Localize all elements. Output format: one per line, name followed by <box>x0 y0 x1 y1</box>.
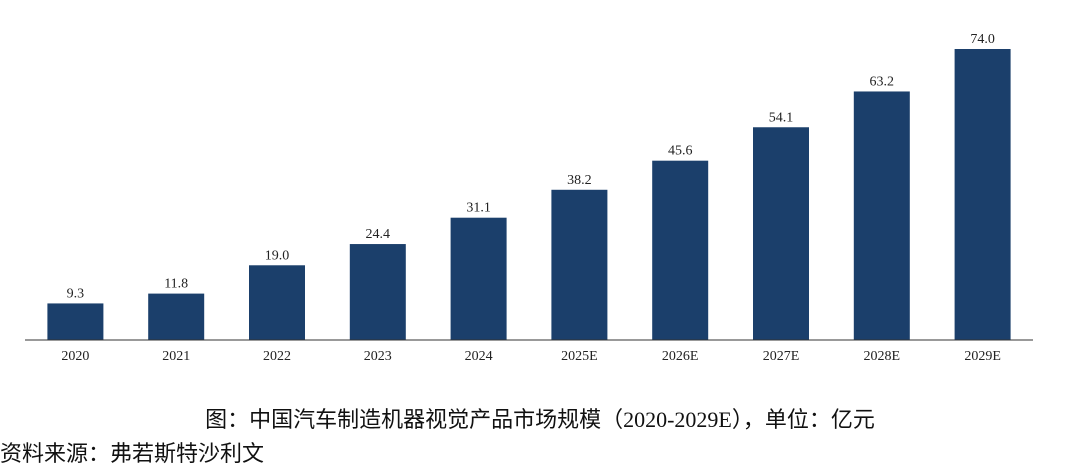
bar-chart: 9.311.819.024.431.138.245.654.163.274.0 … <box>25 32 1033 364</box>
value-label-2027E: 54.1 <box>769 110 794 125</box>
bar-2028E <box>853 91 910 340</box>
bar-2025E <box>551 189 608 340</box>
bars-group <box>47 49 1011 340</box>
figure-caption: 图：中国汽车制造机器视觉产品市场规模（2020-2029E），单位：亿元 <box>205 407 875 432</box>
bar-2022 <box>249 265 305 340</box>
x-tick-label-2026E: 2026E <box>662 349 699 364</box>
x-tick-label-2020: 2020 <box>61 349 89 364</box>
bar-2024 <box>450 217 507 340</box>
x-tick-label-2021: 2021 <box>162 349 190 364</box>
value-label-2024: 31.1 <box>466 201 491 216</box>
x-tick-label-2024: 2024 <box>465 349 493 364</box>
value-label-2025E: 38.2 <box>567 173 592 188</box>
x-tick-labels-group: 2020 2021 2022 2023 2024 2025E 2026E 2027E 2028E… <box>61 349 1000 364</box>
value-label-2020: 9.3 <box>67 286 85 301</box>
value-label-2028E: 63.2 <box>870 74 895 89</box>
bar-2021 <box>148 293 205 340</box>
value-label-2023: 24.4 <box>366 227 391 242</box>
value-label-2026E: 45.6 <box>668 144 693 159</box>
x-tick-label-2029E: 2029E <box>964 349 1001 364</box>
value-label-2029E: 74.0 <box>970 32 995 47</box>
source-note: 资料来源：弗若斯特沙利文 <box>0 441 265 466</box>
value-label-2022: 19.0 <box>265 248 290 263</box>
bar-2020 <box>47 303 104 340</box>
x-tick-label-2023: 2023 <box>364 349 392 364</box>
x-tick-label-2025E: 2025E <box>561 349 598 364</box>
x-tick-label-2027E: 2027E <box>763 349 800 364</box>
x-tick-label-2028E: 2028E <box>864 349 901 364</box>
x-tick-label-2022: 2022 <box>263 349 291 364</box>
bar-2029E <box>954 49 1011 340</box>
chart-area: 9.3 11.8 19.0 24.4 31.1 38.2 45.6 54.1 63.2 74.0 … <box>25 32 1033 364</box>
bar-2023 <box>349 244 406 340</box>
value-labels-group: 9.3 11.8 19.0 24.4 31.1 38.2 45.6 54.1 63.2 74.0 <box>67 32 995 301</box>
bar-2026E <box>652 160 709 340</box>
value-label-2021: 11.8 <box>164 277 188 292</box>
bar-2027E <box>753 127 809 340</box>
